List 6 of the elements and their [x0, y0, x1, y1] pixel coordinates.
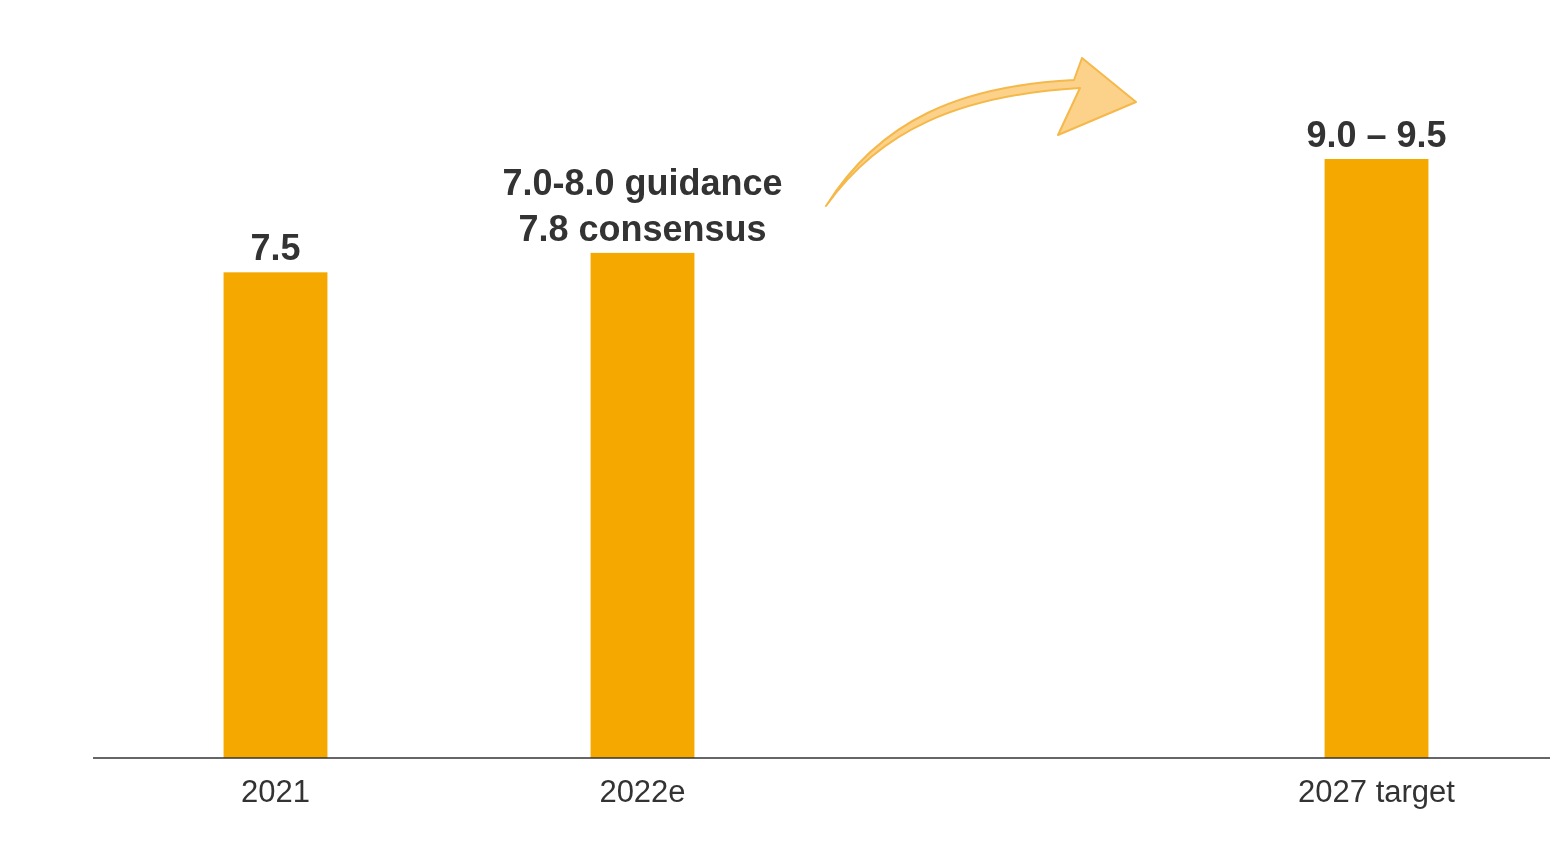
annotation: 9.0 – 9.5 — [1306, 114, 1447, 155]
data-label: 7.0-8.0 guidance 7.8 consensus — [502, 161, 783, 249]
data-label: 7.5 — [250, 227, 301, 269]
x-tick-label: 2021 — [241, 774, 310, 809]
x-tick-label: 2027 target — [1298, 774, 1456, 809]
x-tick-label: 2022e — [599, 774, 686, 809]
